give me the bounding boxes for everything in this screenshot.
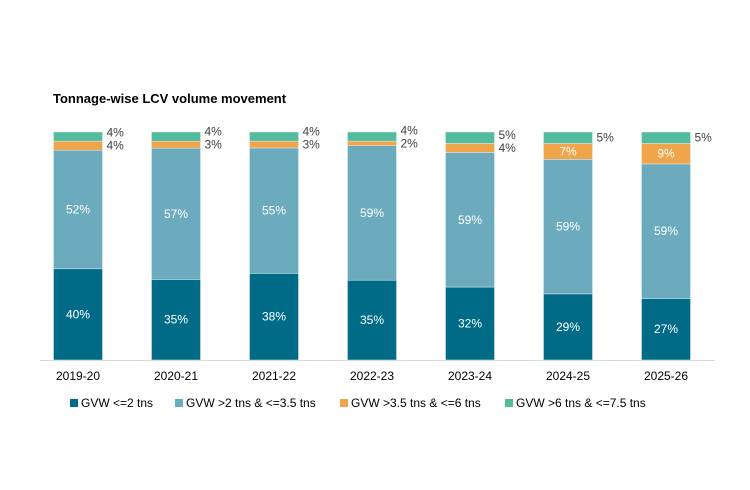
bar-segment: [543, 293, 593, 361]
legend-label: GVW <=2 tns: [81, 396, 153, 410]
bar-segment: [151, 131, 201, 142]
bar-segment: [347, 140, 397, 146]
bar-segment: [445, 152, 495, 288]
legend-label: GVW >6 tns & <=7.5 tns: [516, 396, 646, 410]
data-label: 3%: [205, 138, 223, 152]
data-label: 59%: [360, 206, 384, 220]
data-label: 4%: [401, 123, 419, 137]
data-label: 3%: [303, 138, 321, 152]
x-tick-label: 2025-26: [644, 369, 688, 383]
bar-segment: [53, 131, 103, 142]
bar-segment: [347, 131, 397, 142]
bar-segment: [543, 159, 593, 295]
x-tick-label: 2019-20: [56, 369, 100, 383]
data-label: 35%: [360, 313, 384, 327]
bar-segment: [249, 273, 299, 361]
bar-segment: [151, 147, 201, 280]
bar-segment: [151, 140, 201, 149]
data-label: 55%: [262, 204, 286, 218]
bar-segment: [641, 131, 691, 144]
data-label: 29%: [556, 320, 580, 334]
data-label: 4%: [499, 141, 517, 155]
legend-label: GVW >2 tns & <=3.5 tns: [186, 396, 316, 410]
x-tick-label: 2023-24: [448, 369, 492, 383]
x-tick-label: 2022-23: [350, 369, 394, 383]
data-label: 5%: [695, 131, 713, 145]
data-label: 7%: [559, 144, 577, 158]
data-label: 59%: [654, 224, 678, 238]
bar-segment: [347, 279, 397, 361]
legend-swatch: [505, 399, 513, 407]
data-label: 35%: [164, 313, 188, 327]
bar-segment: [249, 140, 299, 149]
data-label: 59%: [458, 213, 482, 227]
legend-label: GVW >3.5 tns & <=6 tns: [351, 396, 481, 410]
x-tick-label: 2024-25: [546, 369, 590, 383]
data-label: 4%: [303, 125, 321, 139]
data-label: 40%: [66, 307, 90, 321]
bar-segment: [249, 131, 299, 142]
bar-segment: [53, 140, 103, 151]
data-label: 2%: [401, 136, 419, 150]
data-label: 4%: [205, 125, 223, 139]
data-label: 32%: [458, 317, 482, 331]
data-label: 57%: [164, 207, 188, 221]
bar-segment: [641, 298, 691, 361]
bar-segment: [53, 268, 103, 361]
bar-segment: [249, 147, 299, 274]
bar-segment: [445, 131, 495, 144]
x-tick-label: 2020-21: [154, 369, 198, 383]
chart-title: Tonnage-wise LCV volume movement: [53, 91, 287, 106]
data-label: 27%: [654, 322, 678, 336]
data-label: 4%: [107, 139, 125, 153]
data-label: 52%: [66, 203, 90, 217]
bar-segment: [347, 145, 397, 281]
legend-swatch: [340, 399, 348, 407]
data-label: 59%: [556, 220, 580, 234]
data-label: 5%: [499, 128, 517, 142]
bar-segment: [445, 143, 495, 153]
bar-segment: [445, 286, 495, 361]
data-label: 38%: [262, 310, 286, 324]
bar-segment: [53, 149, 103, 270]
bar-segment: [543, 131, 593, 144]
data-label: 9%: [657, 147, 675, 161]
legend-swatch: [70, 399, 78, 407]
x-tick-label: 2021-22: [252, 369, 296, 383]
bar-segment: [641, 163, 691, 299]
data-label: 5%: [597, 131, 615, 145]
data-label: 4%: [107, 126, 125, 140]
legend-swatch: [175, 399, 183, 407]
bar-segment: [151, 279, 201, 361]
